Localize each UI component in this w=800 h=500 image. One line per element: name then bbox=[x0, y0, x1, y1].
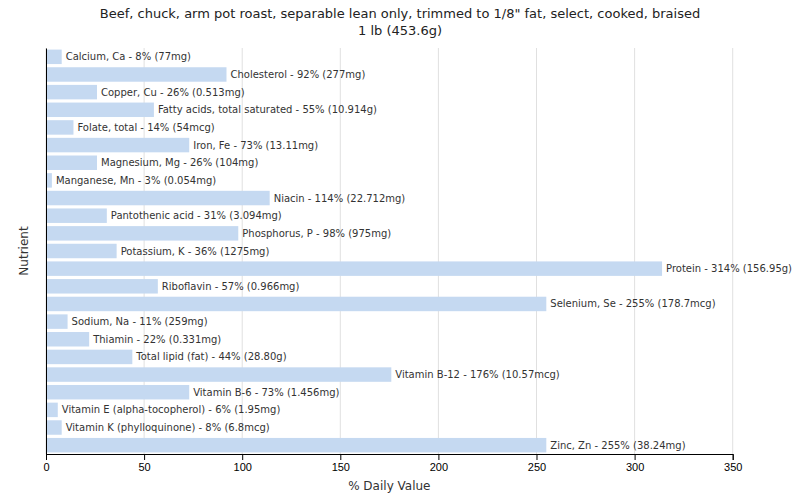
bar-label: Riboflavin - 57% (0.966mg) bbox=[162, 281, 300, 292]
bar bbox=[46, 191, 270, 205]
x-axis-title: % Daily Value bbox=[348, 479, 430, 493]
x-tick-mark bbox=[733, 454, 734, 460]
x-tick: 0 bbox=[43, 454, 49, 473]
bar bbox=[46, 385, 189, 399]
bar-label: Selenium, Se - 255% (178.7mcg) bbox=[550, 298, 715, 309]
bars bbox=[46, 50, 662, 453]
bar bbox=[46, 85, 97, 99]
bar bbox=[46, 261, 662, 275]
x-tick: 50 bbox=[138, 454, 150, 473]
bar bbox=[46, 50, 62, 64]
x-tick-mark bbox=[242, 454, 243, 460]
bar bbox=[46, 297, 546, 311]
title-line: Beef, chuck, arm pot roast, separable le… bbox=[100, 6, 700, 21]
grid-line bbox=[634, 48, 635, 454]
bar bbox=[46, 438, 546, 452]
bar bbox=[46, 103, 154, 117]
bar-label: Phosphorus, P - 98% (975mg) bbox=[242, 228, 391, 239]
bar bbox=[46, 332, 89, 346]
y-axis-title: Nutrient bbox=[17, 226, 31, 276]
y-axis bbox=[46, 49, 48, 455]
title: Beef, chuck, arm pot roast, separable le… bbox=[100, 6, 700, 38]
plot: Calcium, Ca - 8% (77mg) Cholesterol - 92%… bbox=[43, 48, 792, 473]
x-tick-label: 50 bbox=[138, 461, 150, 473]
grid-line bbox=[46, 48, 47, 454]
x-tick-mark bbox=[635, 454, 636, 460]
bar-labels: Calcium, Ca - 8% (77mg) Cholesterol - 92%… bbox=[56, 51, 792, 450]
bar-label: Protein - 314% (156.95g) bbox=[666, 263, 792, 274]
bar-label: Vitamin K (phylloquinone) - 8% (6.8mcg) bbox=[66, 422, 270, 433]
bar-label: Potassium, K - 36% (1275mg) bbox=[121, 246, 270, 257]
bar-label: Fatty acids, total saturated - 55% (10.9… bbox=[158, 104, 377, 115]
bar bbox=[46, 208, 107, 222]
x-tick-mark bbox=[144, 454, 145, 460]
bar-label: Sodium, Na - 11% (259mg) bbox=[72, 316, 208, 327]
bar-label: Cholesterol - 92% (277mg) bbox=[231, 69, 366, 80]
bar-label: Magnesium, Mg - 26% (104mg) bbox=[101, 157, 258, 168]
bar bbox=[46, 226, 238, 240]
grid-line bbox=[732, 48, 733, 454]
bar-label: Calcium, Ca - 8% (77mg) bbox=[66, 51, 191, 62]
x-tick: 250 bbox=[528, 454, 546, 473]
bar bbox=[46, 67, 227, 81]
x-axis: 0 50 100 150 200 250 300 350 bbox=[43, 454, 742, 473]
bar bbox=[46, 420, 62, 434]
x-tick: 100 bbox=[234, 454, 252, 473]
bar-label: Pantothenic acid - 31% (3.094mg) bbox=[111, 210, 282, 221]
x-tick-mark bbox=[46, 454, 47, 460]
bar-label: Vitamin E (alpha-tocopherol) - 6% (1.95m… bbox=[62, 404, 281, 415]
x-tick-label: 100 bbox=[234, 461, 252, 473]
bar bbox=[46, 120, 73, 134]
bar-label: Thiamin - 22% (0.331mg) bbox=[92, 334, 221, 345]
x-tick: 200 bbox=[430, 454, 448, 473]
x-tick-label: 300 bbox=[626, 461, 644, 473]
bar bbox=[46, 367, 391, 381]
grid-line bbox=[536, 48, 537, 454]
bar-label: Zinc, Zn - 255% (38.24mg) bbox=[550, 440, 685, 451]
bar bbox=[46, 138, 189, 152]
x-tick-label: 200 bbox=[430, 461, 448, 473]
bar-label: Copper, Cu - 26% (0.513mg) bbox=[101, 87, 245, 98]
x-tick-mark bbox=[438, 454, 439, 460]
x-axis-line bbox=[47, 455, 734, 461]
x-tick-label: 350 bbox=[724, 461, 742, 473]
x-tick: 150 bbox=[332, 454, 350, 473]
bar bbox=[46, 314, 68, 328]
bar bbox=[46, 403, 58, 417]
bar bbox=[46, 279, 158, 293]
title-line: 1 lb (453.6g) bbox=[358, 23, 442, 38]
x-tick-label: 250 bbox=[528, 461, 546, 473]
x-tick-mark bbox=[536, 454, 537, 460]
x-tick: 300 bbox=[626, 454, 644, 473]
x-tick-mark bbox=[340, 454, 341, 460]
bar-label: Folate, total - 14% (54mcg) bbox=[77, 122, 214, 133]
grid bbox=[46, 48, 733, 454]
bar bbox=[46, 350, 132, 364]
grid-line bbox=[438, 48, 439, 454]
y-axis-line bbox=[46, 49, 47, 455]
bar-label: Manganese, Mn - 3% (0.054mg) bbox=[56, 175, 216, 186]
bar bbox=[46, 156, 97, 170]
x-tick-label: 0 bbox=[43, 461, 49, 473]
bar-label: Vitamin B-12 - 176% (10.57mcg) bbox=[395, 369, 560, 380]
bar-label: Vitamin B-6 - 73% (1.456mg) bbox=[193, 387, 339, 398]
bar-label: Iron, Fe - 73% (13.11mg) bbox=[193, 140, 318, 151]
bar-label: Niacin - 114% (22.712mg) bbox=[274, 193, 406, 204]
x-tick-label: 150 bbox=[332, 461, 350, 473]
x-tick: 350 bbox=[724, 454, 742, 473]
bar bbox=[46, 244, 117, 258]
bar-label: Total lipid (fat) - 44% (28.80g) bbox=[135, 351, 286, 362]
chart: Calcium, Ca - 8% (77mg) Cholesterol - 92%… bbox=[0, 0, 800, 500]
